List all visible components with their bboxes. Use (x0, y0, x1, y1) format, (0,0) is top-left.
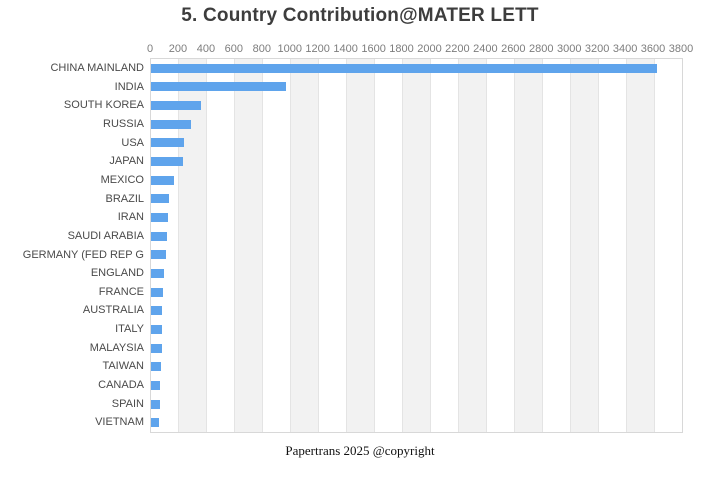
category-label-brazil: BRAZIL (105, 192, 144, 205)
gridline (262, 59, 264, 432)
x-tick-label: 0 (146, 43, 154, 55)
plot-area (150, 58, 683, 433)
gridline (597, 59, 599, 432)
bar-vietnam[interactable] (151, 418, 159, 428)
bar-china-mainland[interactable] (151, 63, 657, 73)
x-tick-label: 1000 (277, 43, 302, 55)
category-label-australia: AUSTRALIA (82, 304, 144, 317)
gridline (318, 59, 320, 432)
bar-russia[interactable] (151, 119, 191, 129)
category-label-mexico: MEXICO (100, 173, 144, 186)
bar-malaysia[interactable] (151, 343, 162, 353)
gridline (457, 59, 459, 432)
gridline (374, 59, 376, 432)
category-label-spain: SPAIN (111, 397, 144, 410)
bar-spain[interactable] (151, 399, 160, 409)
y-axis-labels: CHINA MAINLAND INDIA SOUTH KOREA RUSSIA USA J… (0, 59, 144, 432)
bar-japan[interactable] (151, 157, 183, 167)
bar-iran[interactable] (151, 213, 168, 223)
x-tick-label: 3800 (668, 43, 694, 55)
x-tick-label: 2800 (529, 43, 554, 55)
x-tick-label: 200 (168, 43, 188, 55)
gridline (429, 59, 431, 432)
x-tick-label: 600 (224, 43, 244, 55)
gridline (346, 59, 348, 432)
bar-usa[interactable] (151, 138, 185, 148)
category-label-england: ENGLAND (90, 267, 144, 280)
category-label-italy: ITALY (115, 323, 144, 336)
gridline (206, 59, 208, 432)
x-tick-label: 400 (196, 43, 216, 55)
bar-germany-fed-rep-g[interactable] (151, 250, 167, 260)
x-tick-label: 1800 (389, 43, 414, 55)
gridline (569, 59, 571, 432)
category-label-china-mainland: CHINA MAINLAND (50, 62, 144, 74)
category-label-japan: JAPAN (109, 155, 144, 168)
chart-title: 5. Country Contribution@MATER LETT (181, 5, 539, 26)
x-tick-label: 800 (252, 43, 271, 55)
bar-canada[interactable] (151, 380, 161, 390)
bar-england[interactable] (151, 268, 165, 278)
x-tick-label: 3200 (584, 43, 610, 55)
x-tick-label: 1600 (361, 43, 386, 55)
category-label-saudi-arabia: SAUDI ARABIA (67, 229, 144, 242)
bar-italy[interactable] (151, 324, 162, 334)
x-tick-label: 3400 (612, 43, 638, 55)
gridline (541, 59, 543, 432)
gridline (485, 59, 487, 432)
bar-mexico[interactable] (151, 175, 174, 185)
bar-saudi-arabia[interactable] (151, 231, 167, 241)
x-tick-label: 2400 (473, 43, 498, 55)
gridline (625, 59, 627, 432)
x-tick-label: 2200 (445, 43, 470, 55)
x-tick-label: 1400 (333, 43, 358, 55)
gridline (653, 59, 655, 432)
category-label-iran: IRAN (117, 211, 144, 224)
bar-france[interactable] (151, 287, 164, 297)
x-tick-label: 1200 (305, 43, 330, 55)
category-label-russia: RUSSIA (103, 117, 144, 130)
bar-taiwan[interactable] (151, 362, 161, 372)
x-tick-label: 3000 (556, 43, 582, 55)
category-label-malaysia: MALAYSIA (89, 341, 144, 354)
bar-india[interactable] (151, 82, 287, 92)
category-label-south-korea: SOUTH KOREA (63, 99, 144, 112)
x-tick-label: 3600 (640, 43, 666, 55)
bar-australia[interactable] (151, 306, 163, 316)
category-label-vietnam: VIETNAM (95, 416, 144, 429)
category-label-canada: CANADA (98, 379, 144, 392)
category-label-india: INDIA (114, 80, 144, 93)
gridline (402, 59, 404, 432)
gridline (290, 59, 292, 432)
gridline (513, 59, 515, 432)
category-label-usa: USA (121, 136, 144, 149)
bar-south-korea[interactable] (151, 101, 201, 111)
x-axis-labels: 0 200 400 600 800 1000 1200 1400 1600 1800 2000 220… (146, 42, 693, 56)
category-label-taiwan: TAIWAN (102, 360, 144, 373)
x-tick-label: 2000 (417, 43, 442, 55)
gridline (234, 59, 236, 432)
footer-text: Papertrans 2025 @copyright (285, 443, 435, 458)
category-label-germany-fed-rep-g: GERMANY (FED REP G (22, 248, 144, 261)
gridline (178, 59, 180, 432)
bar-brazil[interactable] (151, 194, 170, 204)
category-label-france: FRANCE (98, 285, 144, 298)
x-tick-label: 2600 (501, 43, 526, 55)
